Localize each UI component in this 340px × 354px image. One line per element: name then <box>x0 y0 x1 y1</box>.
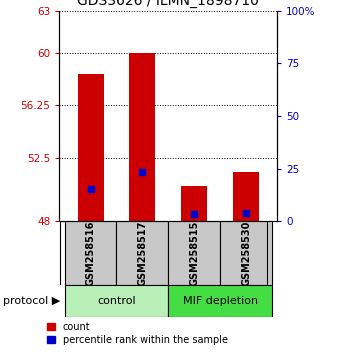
Text: MIF depletion: MIF depletion <box>183 296 258 306</box>
Bar <box>117 221 168 285</box>
Text: control: control <box>97 296 136 306</box>
Bar <box>65 221 117 285</box>
Legend: count, percentile rank within the sample: count, percentile rank within the sample <box>47 322 228 344</box>
Bar <box>168 221 220 285</box>
Text: GSM258530: GSM258530 <box>241 221 251 286</box>
Text: GSM258517: GSM258517 <box>137 221 148 286</box>
Title: GDS3626 / ILMN_1898710: GDS3626 / ILMN_1898710 <box>78 0 259 8</box>
Text: GSM258516: GSM258516 <box>86 221 96 286</box>
Bar <box>65 285 168 317</box>
Text: GSM258515: GSM258515 <box>189 221 199 286</box>
Bar <box>233 172 259 221</box>
Bar <box>220 221 272 285</box>
Bar <box>181 186 207 221</box>
Bar <box>130 53 155 221</box>
Text: protocol ▶: protocol ▶ <box>3 296 61 306</box>
Bar <box>168 285 272 317</box>
Bar <box>78 74 104 221</box>
